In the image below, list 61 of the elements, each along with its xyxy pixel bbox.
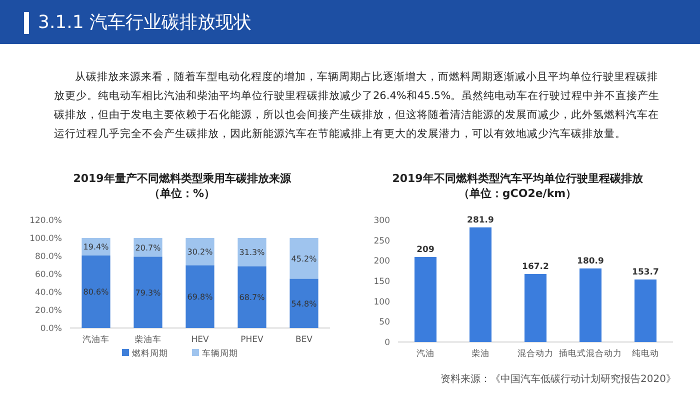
bar xyxy=(134,256,162,328)
x-tick-label: 混合动力 xyxy=(518,348,554,359)
bar xyxy=(238,238,266,266)
y-tick-label: 150 xyxy=(374,277,390,287)
text: 从碳排放来源来看，随着车型电动化程度的增加，车辆周期占比逐渐增大，而燃料周期逐渐减小且平均单位行驶里程碳排放更少。纯电动车相比汽油和柴油平均单位行驶里程碳排放减少了26.4%和45.5%。虽然纯电动车在行驶过程中并不直接产生碳排放，但由于发电主要依赖于石化能源，所以也会间接产生碳排放，但这将随着清洁能源的发展而减少，此外氢燃料汽车在运行过程几乎完全不会产生碳排放，因此新能源汽车在节能减排上有更大的发展潜力，可以有效地减少汽车碳排放量。 xyxy=(54,70,661,142)
data-label: 281.9 xyxy=(467,215,494,226)
x-tick-label: 汽油 xyxy=(416,348,434,359)
bar xyxy=(414,257,436,342)
data-label: 19.4% xyxy=(83,242,110,252)
bar xyxy=(470,227,492,342)
x-tick-label: 汽油车 xyxy=(82,334,110,345)
data-label: 209 xyxy=(416,245,434,256)
y-tick-label: 300 xyxy=(374,216,390,226)
data-label: 69.8% xyxy=(187,292,214,302)
y-tick-label: 40.0% xyxy=(34,288,62,298)
y-tick-label: 100.0% xyxy=(30,234,62,244)
data-label: 30.2% xyxy=(187,248,214,257)
y-tick-label: 100 xyxy=(374,297,390,308)
x-tick-label: 纯电动 xyxy=(632,348,659,359)
x-tick-label: BEV xyxy=(295,335,313,345)
y-tick-label: 50 xyxy=(379,318,390,328)
legend-label: 车辆周期 xyxy=(202,348,238,359)
x-tick-label: PHEV xyxy=(240,335,264,345)
data-label: 31.3% xyxy=(239,248,266,258)
bar xyxy=(580,268,602,342)
data-label: 167.2 xyxy=(522,262,550,272)
y-tick-label: 200 xyxy=(374,256,390,267)
chart-subtitle: （单位：%） xyxy=(148,187,216,200)
bar xyxy=(524,274,546,342)
y-tick-label: 60.0% xyxy=(34,270,62,280)
chart-title: 2019年量产不同燃料类型乘用车碳排放来源 xyxy=(73,172,292,185)
y-tick-label: 120.0% xyxy=(30,216,62,226)
x-tick-label: 柴油车 xyxy=(134,334,162,345)
y-tick-label: 250 xyxy=(374,236,390,246)
chart-title: 2019年不同燃料类型汽车平均单位行驶里程碳排放 xyxy=(392,172,644,185)
x-tick-label: 插电式混合动力 xyxy=(559,348,622,359)
data-label: 79.3% xyxy=(135,288,162,298)
bar xyxy=(186,265,214,328)
data-label: 153.7 xyxy=(632,267,660,278)
bar xyxy=(290,238,318,279)
x-tick-label: 柴油 xyxy=(472,348,490,359)
data-label: 68.7% xyxy=(239,293,266,302)
data-label: 20.7% xyxy=(135,243,162,252)
bar xyxy=(290,278,318,328)
data-label: 80.6% xyxy=(83,288,110,297)
data-label: 54.8% xyxy=(291,299,318,308)
text: 3.1.1 汽车行业碳排放现状 xyxy=(38,11,252,34)
bar xyxy=(634,279,656,342)
bar xyxy=(186,238,214,266)
y-tick-label: 0 xyxy=(384,338,390,348)
x-tick-label: HEV xyxy=(191,335,209,345)
data-label: 180.9 xyxy=(577,256,604,266)
chart-subtitle: （单位：gCO2e/km） xyxy=(458,187,577,200)
data-label: 45.2% xyxy=(291,254,318,264)
y-tick-label: 0.0% xyxy=(40,324,62,334)
legend-label: 燃料周期 xyxy=(132,348,168,359)
text: 资料来源：《中国汽车低碳行动计划研究报告2020》 xyxy=(440,372,676,386)
y-tick-label: 20.0% xyxy=(34,306,62,316)
bar xyxy=(82,255,110,328)
bar xyxy=(238,266,266,328)
y-tick-label: 80.0% xyxy=(34,252,62,262)
